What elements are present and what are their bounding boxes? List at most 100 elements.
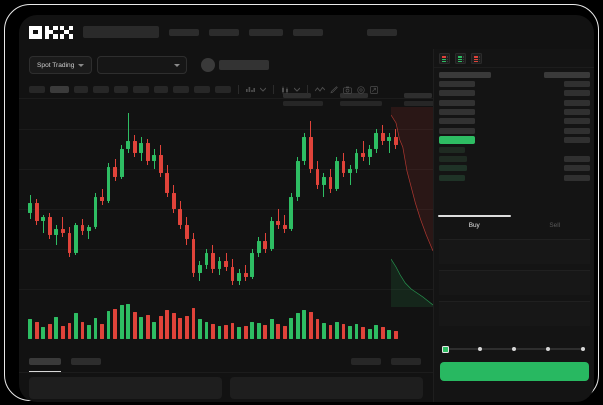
bottom-action-1[interactable] (351, 358, 381, 365)
candle (87, 99, 91, 299)
candle (113, 99, 117, 299)
nav-item-5[interactable] (367, 28, 397, 36)
timeframe-9[interactable] (194, 86, 210, 93)
volume-bar (93, 318, 98, 339)
percent-stop-25[interactable] (478, 347, 482, 351)
timeframe-5[interactable] (114, 86, 128, 93)
spot-trading-dropdown[interactable]: Spot Trading (29, 56, 93, 74)
price-field[interactable] (439, 270, 590, 295)
nav-item-3[interactable] (249, 28, 283, 36)
timeframe-10[interactable] (215, 86, 231, 93)
percent-slider-handle[interactable] (442, 346, 449, 353)
nav-item-4[interactable] (293, 28, 323, 36)
bottom-panel-right[interactable] (230, 377, 423, 399)
orderbook-ask-row[interactable] (439, 80, 590, 87)
orderbook-both-icon[interactable] (439, 53, 450, 64)
tab-open-orders[interactable] (29, 358, 61, 373)
orderbook-ask-row[interactable] (439, 127, 590, 134)
volume-bar (348, 326, 352, 339)
indicators-icon[interactable] (246, 86, 255, 94)
candlestick-series (27, 99, 399, 299)
percent-stop-100[interactable] (581, 347, 585, 351)
order-type-field[interactable] (439, 239, 590, 264)
candle (348, 99, 352, 299)
timeframe-8[interactable] (173, 86, 189, 93)
timeframe-6[interactable] (133, 86, 149, 93)
orderbook-price (439, 156, 467, 163)
timeframe-7[interactable] (154, 86, 168, 93)
percent-slider[interactable] (442, 345, 588, 353)
candle (315, 99, 320, 299)
chart-type-icon[interactable] (281, 86, 289, 94)
timeframe-1[interactable] (29, 86, 45, 93)
timeframe-3[interactable] (74, 86, 88, 93)
orderbook-bids-icon[interactable] (455, 53, 466, 64)
orderbook-size (544, 71, 590, 78)
price-chart[interactable] (19, 99, 433, 348)
device-frame: Spot Trading (4, 4, 599, 402)
fullscreen-icon[interactable] (370, 85, 378, 94)
chevron-down-icon (78, 63, 85, 67)
candle (80, 99, 85, 299)
camera-icon[interactable] (343, 86, 352, 94)
toolbar-divider-2 (273, 85, 274, 94)
orderbook-ask-row[interactable] (439, 99, 590, 106)
timeframe-2[interactable] (50, 86, 69, 93)
nav-item-2[interactable] (209, 28, 239, 36)
orderbook-ask-row[interactable] (439, 90, 590, 97)
tab-buy[interactable]: Buy (434, 215, 515, 235)
candle (132, 99, 137, 299)
okx-logo-icon[interactable] (29, 25, 73, 39)
candle (322, 99, 326, 299)
volume-bar (61, 326, 65, 339)
volume-bar (74, 313, 78, 339)
orderbook-bid-row[interactable] (439, 165, 590, 172)
orderbook-price (439, 80, 475, 87)
orderbook-bid-row[interactable] (439, 174, 590, 181)
pencil-icon[interactable] (330, 85, 338, 94)
orderbook-ask-row[interactable] (439, 71, 590, 78)
tab-sell[interactable]: Sell (515, 215, 595, 235)
orderbook-size (564, 156, 590, 163)
search-input[interactable] (83, 26, 159, 38)
percent-stop-75[interactable] (546, 347, 550, 351)
candle (217, 99, 222, 299)
order-book[interactable] (434, 67, 594, 213)
line-tool-icon[interactable] (315, 86, 325, 93)
orderbook-size (564, 109, 590, 116)
timeframe-4[interactable] (93, 86, 109, 93)
chevron-down-icon[interactable] (260, 87, 266, 92)
volume-bar (41, 327, 46, 339)
amount-field[interactable] (439, 301, 590, 326)
settings-icon[interactable] (357, 85, 365, 94)
bottom-panel-left[interactable] (29, 377, 222, 399)
bottom-action-2[interactable] (391, 358, 421, 365)
submit-buy-button[interactable] (440, 362, 589, 381)
orderbook-bid-row[interactable] (439, 156, 590, 163)
volume-bar (139, 316, 144, 339)
candle (171, 99, 176, 299)
volume-bar (185, 315, 189, 339)
candle (54, 99, 59, 299)
volume-bar (171, 313, 176, 339)
pair-select-dropdown[interactable] (97, 56, 187, 74)
candle (250, 99, 255, 299)
candle (152, 99, 157, 299)
orderbook-asks-icon[interactable] (471, 53, 482, 64)
orderbook-ask-row[interactable] (439, 118, 590, 125)
orderbook-size (564, 137, 590, 144)
screen: Spot Trading (19, 15, 594, 402)
volume-bar (67, 322, 72, 339)
tab-order-history[interactable] (71, 358, 101, 365)
depth-chart-overlay (391, 107, 433, 307)
chevron-down-icon[interactable] (294, 87, 300, 92)
candle (178, 99, 183, 299)
nav-item-1[interactable] (169, 28, 199, 36)
orderbook-price (439, 71, 491, 78)
volume-bar (158, 315, 163, 339)
orderbook-last-price-row[interactable] (439, 136, 590, 145)
percent-stop-50[interactable] (512, 347, 516, 351)
orderbook-ask-row[interactable] (439, 109, 590, 116)
candle (204, 99, 209, 299)
orderbook-bid-row[interactable] (439, 146, 590, 153)
